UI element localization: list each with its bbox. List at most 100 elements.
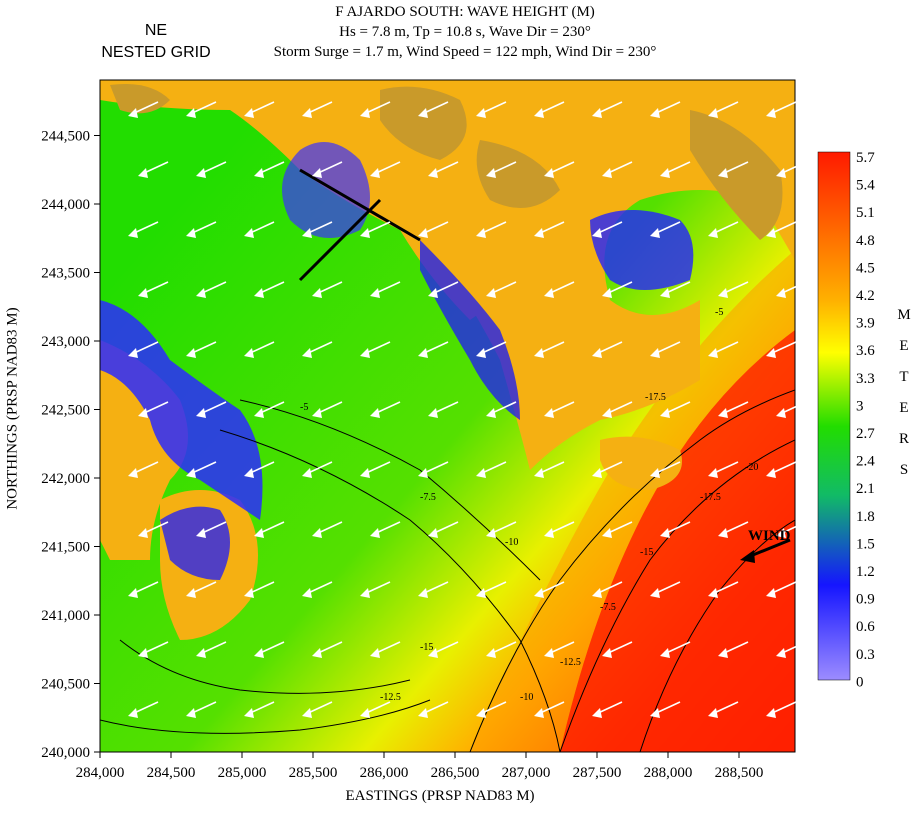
wave-vector-arrow — [254, 521, 285, 538]
wave-vector-arrow — [138, 641, 169, 658]
colorbar-tick-label: 3.3 — [856, 371, 875, 387]
land-central — [300, 80, 795, 470]
colorbar-tick-label: 0.9 — [856, 592, 875, 608]
wave-vector-arrow — [486, 521, 517, 538]
wave-vector-arrow — [544, 281, 575, 298]
colorbar-tick-label: 4.8 — [856, 233, 875, 249]
wave-vector-arrow — [592, 341, 623, 358]
sheltered-zone-bay — [590, 210, 694, 290]
wind-arrowhead-icon — [740, 550, 755, 563]
colorbar-tick-label: 5.1 — [856, 205, 875, 221]
wave-vector-arrow — [534, 581, 565, 598]
wave-vector-arrow — [128, 461, 159, 478]
wave-vector-arrow — [476, 101, 507, 118]
wave-vector-arrow — [476, 461, 507, 478]
wave-vector-arrow — [360, 581, 391, 598]
units-letter: S — [899, 462, 909, 478]
contour-line — [119, 639, 411, 694]
wave-vector-arrow — [534, 701, 565, 718]
wave-vector-arrow — [418, 701, 449, 718]
wave-vector-arrow — [186, 101, 217, 118]
y-axis-ticks: 240,000 240,500 241,000 241,500 242,000 242,5… — [41, 129, 100, 761]
contour-line — [219, 429, 561, 752]
wave-vector-arrow — [244, 581, 275, 598]
x-tick-label: 286,000 — [360, 765, 409, 781]
wave-vector-arrow — [428, 161, 459, 178]
wave-vector-arrow — [138, 521, 169, 538]
wave-vector-arrow — [254, 161, 285, 178]
wave-vector-arrow — [254, 401, 285, 418]
wave-vector-arrow — [776, 401, 807, 418]
sheltered-zone-central — [420, 240, 520, 420]
wave-vector-arrow — [718, 161, 749, 178]
x-tick-label: 286,500 — [431, 765, 480, 781]
plot-frame — [99, 79, 796, 753]
wave-vector-arrow — [196, 641, 227, 658]
contour-label: -10 — [505, 537, 518, 548]
wave-vector-arrow — [766, 581, 797, 598]
wave-vector-arrow — [776, 281, 807, 298]
wave-vector-arrow — [602, 401, 633, 418]
upland-4 — [690, 110, 783, 240]
units-letter: E — [899, 338, 909, 354]
colorbar-tick-label: 2.7 — [856, 426, 875, 442]
land-islet — [600, 436, 682, 490]
contour-label: -5 — [300, 402, 308, 413]
wave-vector-arrow — [718, 521, 749, 538]
wave-vector-arrow — [360, 461, 391, 478]
units-letter: T — [899, 369, 909, 385]
wave-vector-arrow — [766, 221, 797, 238]
upland-1 — [380, 86, 467, 160]
wind-arrow-icon — [747, 538, 791, 559]
wave-vector-arrow — [418, 461, 449, 478]
wave-vector-arrow — [418, 581, 449, 598]
x-tick-label: 288,000 — [644, 765, 693, 781]
wave-vector-arrow — [708, 341, 739, 358]
wave-vector-arrow — [486, 161, 517, 178]
wave-vector-arrow — [650, 461, 681, 478]
wave-vector-arrow — [428, 281, 459, 298]
wave-vector-arrow — [370, 281, 401, 298]
colorbar-tick-label: 5.4 — [856, 178, 875, 194]
grid-label-line-2: NESTED GRID — [101, 44, 211, 61]
contour-label: -7.5 — [420, 492, 436, 503]
x-tick-label: 285,500 — [289, 765, 338, 781]
title-line-2: Hs = 7.8 m, Tp = 10.8 s, Wave Dir = 230° — [339, 24, 591, 40]
units-letter: E — [899, 400, 909, 416]
wave-vector-arrow — [544, 641, 575, 658]
contour-label: -17.5 — [645, 392, 666, 403]
wave-vector-arrow — [244, 221, 275, 238]
wave-vector-arrow — [302, 581, 333, 598]
units-letter: R — [898, 431, 909, 447]
colorbar-tick-label: 2.1 — [856, 481, 875, 497]
jetty-line — [298, 198, 382, 282]
wave-vector-arrow — [544, 401, 575, 418]
wave-vector-arrow — [708, 101, 739, 118]
wave-vector-arrow — [592, 581, 623, 598]
y-tick-label: 240,500 — [41, 677, 90, 693]
wave-vector-arrow — [592, 461, 623, 478]
wave-vector-arrow — [486, 641, 517, 658]
wave-vector-arrow — [476, 581, 507, 598]
colorbar-labels: 5.7 5.4 5.1 4.8 4.5 4.2 3.9 3.6 3.3 3 2.7 2.4 2.1 1.8… — [856, 150, 875, 690]
wave-vector-arrow — [592, 101, 623, 118]
colorbar-tick-label: 3 — [856, 398, 864, 414]
contour-label: -15 — [640, 547, 653, 558]
wave-vector-arrow — [650, 221, 681, 238]
wave-vector-arrow — [302, 341, 333, 358]
y-tick-label: 241,500 — [41, 540, 90, 556]
sheltered-zone-north — [282, 142, 370, 238]
wave-vector-arrow — [718, 281, 749, 298]
upland-2 — [476, 140, 560, 208]
y-tick-label: 243,000 — [41, 334, 90, 350]
nested-grid-label: NE NESTED GRID — [86, 20, 226, 64]
contour-labels: -5 -5 -7.5 -7.5 -10 -10 -12.5 -12.5 -15 -15 -17.5 -… — [300, 307, 758, 703]
wave-vector-arrow — [428, 641, 459, 658]
wave-vector-arrow — [128, 701, 159, 718]
wave-vector-arrow — [660, 161, 691, 178]
wave-vector-arrow — [360, 701, 391, 718]
y-tick-label: 243,500 — [41, 266, 90, 282]
wave-vectors — [128, 101, 807, 718]
wave-vector-arrow — [370, 401, 401, 418]
wave-vector-arrow — [196, 281, 227, 298]
